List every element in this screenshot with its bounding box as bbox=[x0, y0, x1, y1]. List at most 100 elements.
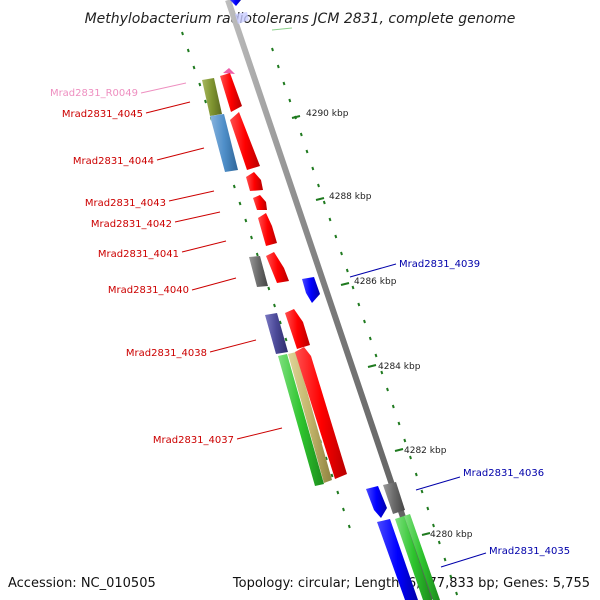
tick-mark bbox=[363, 319, 366, 324]
tick-mark bbox=[336, 490, 340, 495]
kbp-label: 4282 kbp bbox=[404, 446, 447, 456]
tick-mark bbox=[186, 48, 190, 53]
kbp-scale: 4290 kbp 4288 kbp 4286 kbp 4284 kbp 4282… bbox=[291, 109, 473, 540]
tick-mark bbox=[273, 303, 276, 308]
gene-label-4045[interactable]: Mrad2831_4045 bbox=[62, 109, 143, 120]
cds-4044 bbox=[230, 112, 260, 170]
tick-mark bbox=[238, 201, 242, 206]
tick-mark bbox=[386, 387, 389, 392]
faint-leader bbox=[271, 27, 293, 31]
gene-label-4040[interactable]: Mrad2831_4040 bbox=[108, 285, 189, 296]
tick-mark bbox=[204, 99, 207, 104]
tick-mark bbox=[340, 251, 343, 256]
gene-label-4041[interactable]: Mrad2831_4041 bbox=[98, 249, 179, 260]
reverse-feature bbox=[230, 0, 241, 6]
leader-line bbox=[349, 263, 397, 278]
map-title: Methylobacterium radiotolerans JCM 2831,… bbox=[85, 11, 516, 27]
gene-label-4038[interactable]: Mrad2831_4038 bbox=[126, 348, 207, 359]
tick-mark bbox=[322, 200, 326, 205]
feature-4037-tan bbox=[288, 352, 332, 483]
leader-line bbox=[209, 339, 257, 353]
tick-mark bbox=[455, 591, 459, 596]
kbp-tick bbox=[340, 282, 350, 286]
tick-mark bbox=[311, 166, 315, 171]
leader-line bbox=[236, 427, 283, 440]
tick-mark bbox=[368, 336, 372, 341]
leader-line bbox=[156, 147, 205, 161]
tick-mark bbox=[334, 234, 338, 239]
kbp-label: 4284 kbp bbox=[378, 362, 421, 372]
tick-mark bbox=[317, 183, 320, 188]
tick-mark bbox=[271, 47, 274, 52]
leader-line bbox=[191, 277, 237, 291]
top-partial-features bbox=[230, 0, 293, 31]
tick-mark bbox=[357, 302, 361, 307]
cds-4037 bbox=[295, 347, 347, 479]
tick-mark bbox=[276, 64, 280, 69]
gene-label-4036[interactable]: Mrad2831_4036 bbox=[463, 468, 544, 479]
cds-4036 bbox=[366, 486, 387, 518]
leader-line bbox=[145, 101, 191, 114]
feature-4045-bar bbox=[202, 78, 222, 116]
tick-mark bbox=[192, 65, 196, 70]
cds-4043 bbox=[246, 172, 263, 191]
kbp-label: 4288 kbp bbox=[329, 192, 372, 202]
tick-mark bbox=[351, 285, 355, 290]
feature-4037-green bbox=[278, 354, 324, 486]
gene-label-4042[interactable]: Mrad2831_4042 bbox=[91, 219, 172, 230]
feature-4044-bar bbox=[210, 114, 238, 172]
tick-mark bbox=[345, 268, 349, 273]
gene-label-r0049[interactable]: Mrad2831_R0049 bbox=[50, 88, 138, 99]
tick-mark bbox=[232, 184, 236, 189]
tick-mark bbox=[342, 507, 345, 512]
gene-label-4035[interactable]: Mrad2831_4035 bbox=[489, 546, 570, 557]
tick-mark bbox=[443, 557, 447, 562]
accession-text: Accession: NC_010505 bbox=[8, 576, 156, 591]
leader-line bbox=[174, 211, 221, 223]
gene-label-4043[interactable]: Mrad2831_4043 bbox=[85, 198, 166, 209]
tick-mark bbox=[380, 370, 384, 375]
tick-mark bbox=[414, 472, 418, 477]
tick-mark bbox=[432, 523, 435, 528]
tick-mark bbox=[181, 31, 184, 36]
feature-4040-bar bbox=[249, 256, 268, 287]
cds-4041 bbox=[258, 213, 277, 246]
cds-4035 bbox=[377, 519, 418, 600]
leader-line bbox=[140, 82, 187, 94]
cds-4039 bbox=[302, 277, 320, 303]
kbp-label: 4290 kbp bbox=[306, 109, 349, 119]
tick-mark bbox=[244, 218, 248, 223]
kbp-tick bbox=[421, 532, 431, 536]
tick-mark bbox=[198, 82, 202, 87]
cds-4042 bbox=[253, 195, 267, 210]
rna-feature bbox=[223, 68, 235, 74]
kbp-tick bbox=[367, 364, 377, 368]
tick-mark bbox=[282, 81, 286, 86]
kbp-label: 4286 kbp bbox=[354, 277, 397, 287]
tick-mark bbox=[403, 438, 407, 443]
feature-4038-bar bbox=[265, 313, 288, 354]
tick-mark bbox=[409, 455, 412, 460]
kbp-tick bbox=[291, 115, 301, 119]
cds-4040 bbox=[266, 252, 289, 283]
tick-mark bbox=[299, 132, 303, 137]
cds-4045 bbox=[220, 73, 242, 112]
feature-track bbox=[202, 68, 440, 600]
tick-mark bbox=[374, 353, 378, 358]
gene-label-4044[interactable]: Mrad2831_4044 bbox=[73, 156, 154, 167]
feature-4036-bar bbox=[383, 482, 405, 514]
tick-mark bbox=[250, 235, 253, 240]
kbp-tick bbox=[315, 197, 325, 201]
tick-mark bbox=[288, 98, 292, 103]
tick-mark bbox=[347, 524, 351, 529]
tick-mark bbox=[278, 320, 282, 325]
gene-labels: Mrad2831_R0049 Mrad2831_4045 Mrad2831_40… bbox=[50, 88, 570, 557]
gene-label-4037[interactable]: Mrad2831_4037 bbox=[153, 435, 234, 446]
tick-mark bbox=[255, 252, 259, 257]
kbp-label: 4280 kbp bbox=[430, 530, 473, 540]
gene-label-4039[interactable]: Mrad2831_4039 bbox=[399, 259, 480, 270]
tick-mark bbox=[328, 217, 332, 222]
tick-mark bbox=[305, 149, 309, 154]
feature-4035-green-2 bbox=[404, 514, 440, 600]
